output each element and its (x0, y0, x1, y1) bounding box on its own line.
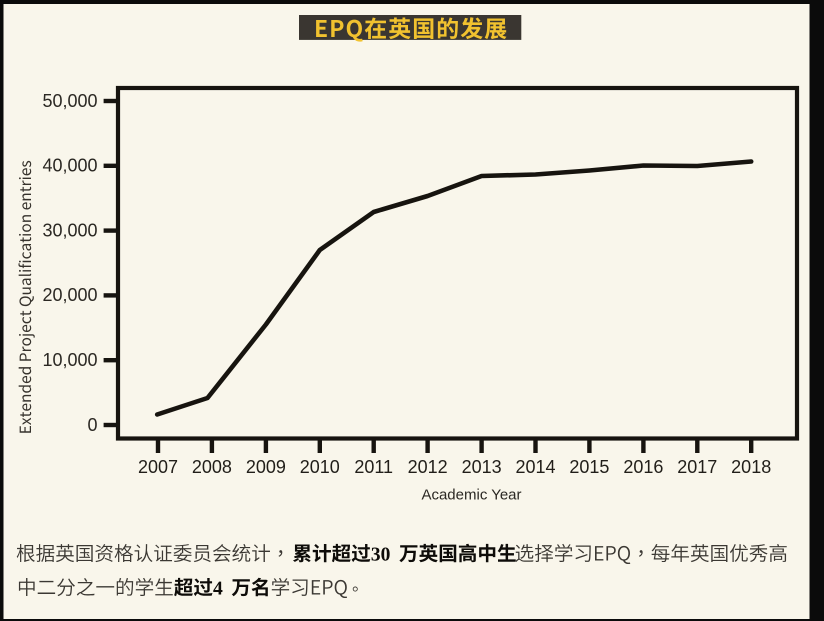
svg-text:50,000: 50,000 (42, 91, 97, 111)
svg-text:2018: 2018 (731, 457, 771, 477)
svg-text:2011: 2011 (354, 457, 393, 477)
svg-text:2016: 2016 (623, 457, 663, 477)
svg-text:40,000: 40,000 (42, 156, 97, 176)
svg-text:2008: 2008 (192, 457, 232, 477)
svg-text:10,000: 10,000 (42, 350, 97, 370)
svg-text:2009: 2009 (246, 457, 286, 477)
svg-text:30,000: 30,000 (42, 220, 97, 240)
svg-text:2017: 2017 (677, 457, 717, 477)
svg-text:2013: 2013 (462, 457, 502, 477)
svg-text:2014: 2014 (515, 457, 555, 477)
svg-text:2012: 2012 (408, 457, 448, 477)
svg-text:2010: 2010 (300, 457, 340, 477)
svg-text:2007: 2007 (138, 457, 178, 477)
svg-text:0: 0 (87, 415, 97, 435)
svg-text:Academic Year: Academic Year (421, 487, 521, 504)
svg-text:2015: 2015 (569, 457, 609, 477)
svg-text:20,000: 20,000 (42, 285, 97, 305)
